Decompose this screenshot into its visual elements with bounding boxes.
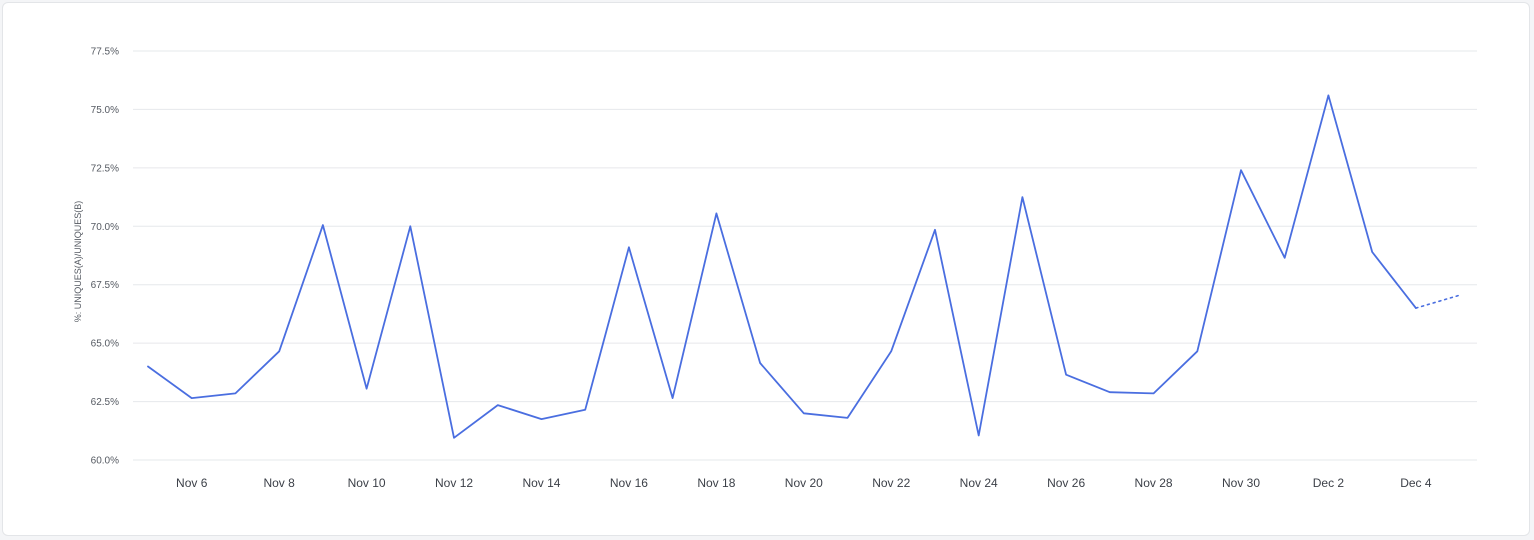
y-tick-label: 65.0% bbox=[91, 339, 119, 350]
data-point bbox=[1064, 373, 1068, 377]
x-tick-label: Nov 16 bbox=[610, 476, 648, 490]
x-tick-label: Nov 8 bbox=[263, 476, 295, 490]
data-point bbox=[627, 245, 631, 249]
data-point bbox=[365, 387, 369, 391]
data-point bbox=[1239, 168, 1243, 172]
line-chart: 60.0% 62.5% 65.0% 67.5% 70.0% 72.5% 75.0% 77.5%… bbox=[73, 47, 1477, 490]
data-point bbox=[321, 223, 325, 227]
y-tick-label: 75.0% bbox=[91, 105, 119, 116]
x-tick-label: Nov 30 bbox=[1222, 476, 1260, 490]
y-tick-label: 77.5% bbox=[91, 47, 119, 58]
x-tick-label: Nov 24 bbox=[960, 476, 998, 490]
series-line-projected bbox=[1415, 294, 1461, 309]
data-point bbox=[1195, 349, 1199, 353]
data-point bbox=[452, 436, 456, 440]
x-tick-label: Nov 28 bbox=[1135, 476, 1173, 490]
data-point bbox=[408, 224, 412, 228]
data-point bbox=[714, 211, 718, 215]
data-point bbox=[146, 365, 150, 369]
data-point bbox=[190, 396, 194, 400]
y-tick-label: 62.5% bbox=[91, 397, 119, 408]
series-line bbox=[147, 94, 1417, 439]
x-tick-label: Nov 14 bbox=[522, 476, 560, 490]
data-point bbox=[583, 408, 587, 412]
x-tick-label: Nov 18 bbox=[697, 476, 735, 490]
data-point bbox=[496, 403, 500, 407]
data-point bbox=[671, 396, 675, 400]
x-tick-label: Dec 4 bbox=[1400, 476, 1432, 490]
data-point bbox=[846, 416, 850, 420]
data-point bbox=[1326, 93, 1330, 97]
data-point bbox=[1458, 293, 1462, 297]
data-point bbox=[889, 349, 893, 353]
x-tick-label: Nov 10 bbox=[348, 476, 386, 490]
data-point bbox=[1152, 391, 1156, 395]
x-tick-label: Nov 26 bbox=[1047, 476, 1085, 490]
x-tick-label: Dec 2 bbox=[1313, 476, 1345, 490]
x-tick-label: Nov 20 bbox=[785, 476, 823, 490]
y-axis-label: %: UNIQUES(A)/UNIQUES(B) bbox=[73, 201, 83, 323]
y-tick-label: 60.0% bbox=[91, 456, 119, 467]
data-point bbox=[802, 411, 806, 415]
data-point bbox=[1108, 390, 1112, 394]
x-tick-label: Nov 12 bbox=[435, 476, 473, 490]
data-point bbox=[1020, 195, 1024, 199]
data-point bbox=[539, 417, 543, 421]
x-tick-label: Nov 6 bbox=[176, 476, 208, 490]
x-tick-label: Nov 22 bbox=[872, 476, 910, 490]
data-point bbox=[1414, 306, 1418, 310]
data-point bbox=[758, 361, 762, 365]
data-point bbox=[277, 349, 281, 353]
y-tick-label: 67.5% bbox=[91, 280, 119, 291]
data-point bbox=[233, 391, 237, 395]
y-tick-label: 70.0% bbox=[91, 222, 119, 233]
data-point bbox=[1370, 250, 1374, 254]
data-point bbox=[977, 433, 981, 437]
data-point bbox=[933, 228, 937, 232]
data-point bbox=[1283, 256, 1287, 260]
y-tick-label: 72.5% bbox=[91, 163, 119, 174]
